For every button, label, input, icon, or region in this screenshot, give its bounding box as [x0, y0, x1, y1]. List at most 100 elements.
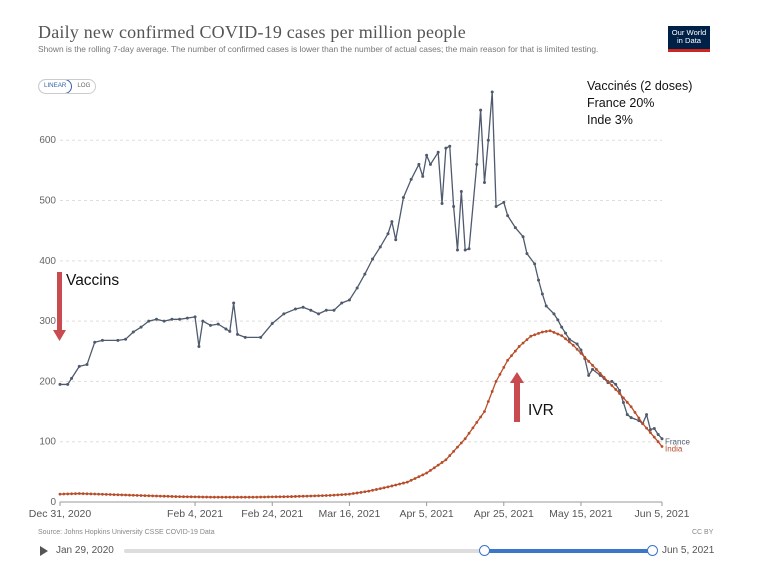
owid-logo[interactable]: Our World in Data — [668, 26, 710, 52]
x-tick-label-0: Dec 31, 2020 — [29, 508, 92, 520]
log-scale-button[interactable]: LOG — [77, 82, 91, 89]
france-point — [533, 262, 537, 266]
france-point — [282, 312, 286, 316]
france-point — [587, 373, 591, 377]
india-point — [529, 334, 533, 338]
y-tick-label-0: 0 — [50, 497, 56, 508]
india-point — [625, 400, 629, 404]
timeline-track[interactable] — [124, 549, 652, 553]
france-point — [567, 337, 571, 341]
india-point — [336, 493, 340, 497]
india-point — [321, 494, 324, 498]
france-point — [444, 146, 448, 150]
india-point — [483, 410, 486, 413]
india-point — [448, 454, 452, 457]
india-point — [498, 372, 502, 376]
india-point — [189, 495, 193, 499]
france-point — [525, 252, 529, 256]
play-icon[interactable] — [40, 546, 48, 556]
india-point — [622, 396, 625, 400]
india-point — [521, 341, 525, 345]
india-point — [649, 431, 652, 435]
france-series-label: France — [665, 438, 690, 447]
india-point — [247, 495, 251, 499]
chart-subtitle: Shown is the rolling 7-day average. The … — [38, 44, 599, 54]
france-point — [193, 315, 197, 319]
india-point — [471, 426, 475, 430]
india-point — [143, 494, 147, 498]
y-axis-ticks: 0 100 200 300 400 500 600 — [39, 135, 56, 508]
india-point — [367, 489, 371, 493]
india-point — [591, 363, 594, 367]
gridlines — [60, 139, 662, 503]
india-point — [459, 441, 463, 445]
license-link[interactable]: CC BY — [692, 529, 714, 536]
india-point — [251, 495, 255, 499]
logo-line-2: in Data — [676, 36, 702, 45]
y-tick-label-200: 200 — [39, 376, 56, 387]
india-point — [417, 475, 421, 479]
india-point — [413, 477, 417, 480]
india-point — [348, 492, 351, 496]
france-point — [355, 286, 359, 290]
timeline-end-handle[interactable] — [647, 545, 658, 556]
france-point — [656, 432, 660, 436]
india-point — [197, 495, 201, 499]
india-point — [309, 494, 313, 498]
india-point — [637, 416, 641, 420]
india-point — [101, 492, 104, 496]
france-point — [209, 323, 212, 327]
india-point — [513, 349, 517, 353]
india-point — [371, 488, 374, 492]
france-point — [259, 335, 263, 339]
india-point — [139, 494, 143, 497]
series-layer — [58, 90, 664, 499]
france-point — [131, 330, 135, 334]
india-point — [193, 495, 197, 499]
india-point — [266, 495, 270, 499]
india-point — [467, 431, 471, 435]
france-point — [455, 248, 459, 252]
linear-scale-button[interactable]: LINEAR — [39, 80, 73, 93]
india-point — [537, 331, 540, 335]
india-point — [228, 495, 232, 499]
india-point — [594, 367, 598, 371]
y-tick-label-600: 600 — [39, 135, 56, 146]
france-point — [556, 318, 560, 322]
france-point — [436, 150, 440, 154]
india-point — [58, 492, 62, 496]
france-point — [154, 317, 158, 321]
india-point — [332, 493, 336, 497]
france-point — [513, 226, 517, 230]
france-point — [340, 301, 344, 305]
france-point — [652, 426, 656, 430]
india-point — [131, 493, 135, 497]
france-point — [85, 363, 89, 367]
scale-toggle[interactable]: LINEAR LOG — [38, 79, 97, 94]
india-point — [540, 330, 544, 334]
india-point — [556, 332, 560, 336]
france-point — [494, 205, 498, 209]
timeline-start-handle[interactable] — [479, 545, 490, 556]
india-point — [436, 463, 440, 467]
india-point — [463, 437, 467, 441]
france-point — [378, 245, 382, 249]
india-point — [479, 415, 483, 419]
france-point — [77, 364, 81, 368]
india-point — [93, 492, 97, 496]
india-point — [77, 492, 81, 495]
x-tick-label-5: Apr 25, 2021 — [474, 508, 534, 520]
india-point — [324, 494, 328, 497]
y-tick-label-300: 300 — [39, 316, 56, 327]
x-tick-label-6: May 15, 2021 — [549, 508, 613, 520]
india-point — [567, 340, 571, 344]
india-point — [147, 494, 151, 498]
france-point — [347, 298, 351, 302]
india-point — [378, 487, 382, 491]
france-point — [139, 325, 143, 329]
vaccination-heading: Vaccinés (2 doses) — [587, 79, 693, 93]
france-point — [116, 338, 120, 342]
y-tick-label-500: 500 — [39, 196, 56, 207]
x-tick-label-1: Feb 4, 2021 — [167, 508, 223, 520]
source-note[interactable]: Source: Johns Hopkins University CSSE CO… — [38, 529, 215, 536]
